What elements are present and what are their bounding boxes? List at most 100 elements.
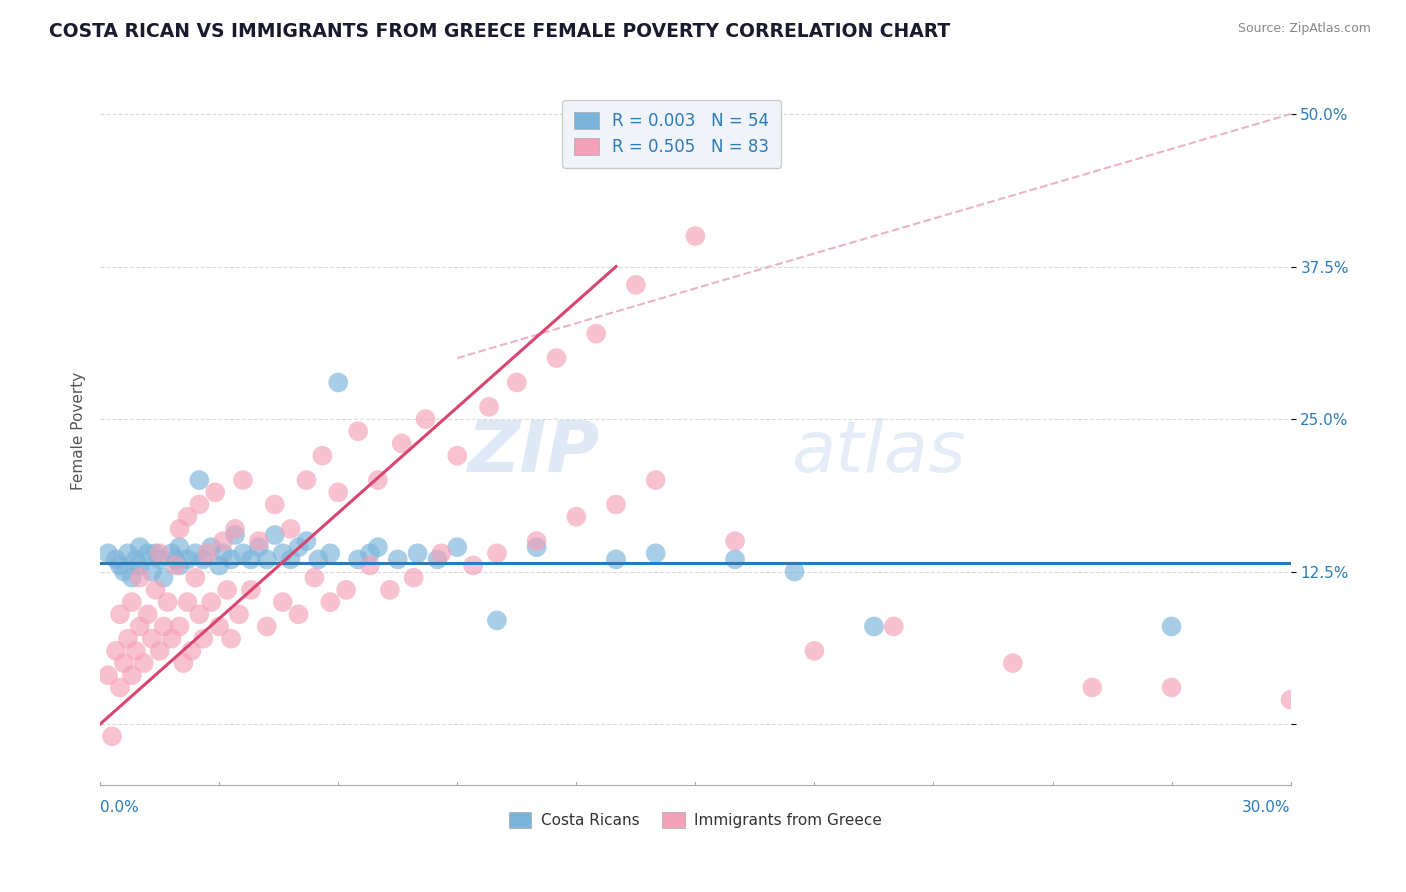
Point (328, 485, 350, 500)
Point (295, 473, 318, 487)
Point (644, 473, 666, 487)
Text: 0.0%: 0.0% (100, 800, 139, 814)
Point (169, 540, 191, 554)
Text: ZIP: ZIP (468, 418, 600, 487)
Point (624, 277, 647, 292)
Point (128, 571, 150, 585)
Point (883, 619, 905, 633)
Point (478, 400, 501, 414)
Point (256, 552, 278, 566)
Point (145, 582, 167, 597)
Point (307, 552, 329, 566)
Point (1001, 656, 1024, 670)
Text: COSTA RICAN VS IMMIGRANTS FROM GREECE FEMALE POVERTY CORRELATION CHART: COSTA RICAN VS IMMIGRANTS FROM GREECE FE… (49, 22, 950, 41)
Point (149, 644, 172, 658)
Point (160, 632, 183, 646)
Point (367, 473, 389, 487)
Point (359, 558, 381, 573)
Point (724, 552, 747, 566)
Point (136, 546, 159, 560)
Point (121, 668, 143, 682)
Point (108, 607, 131, 622)
Point (378, 582, 401, 597)
Point (125, 644, 148, 658)
Legend: Costa Ricans, Immigrants from Greece: Costa Ricans, Immigrants from Greece (502, 805, 889, 834)
Point (415, 412, 437, 426)
Point (463, 558, 485, 573)
Point (526, 534, 548, 549)
Point (200, 540, 222, 554)
Point (239, 552, 262, 566)
Point (387, 552, 409, 566)
Point (239, 582, 262, 597)
Point (391, 436, 413, 450)
Text: 30.0%: 30.0% (1241, 800, 1291, 814)
Point (402, 571, 425, 585)
Point (128, 619, 150, 633)
Point (208, 558, 231, 573)
Point (406, 546, 429, 560)
Point (605, 552, 627, 566)
Point (219, 632, 242, 646)
Point (217, 582, 239, 597)
Point (224, 528, 246, 542)
Point (319, 546, 342, 560)
Point (263, 528, 285, 542)
Point (145, 546, 167, 560)
Point (108, 681, 131, 695)
Point (160, 546, 183, 560)
Point (232, 546, 254, 560)
Point (783, 565, 806, 579)
Point (172, 656, 194, 670)
Point (446, 540, 468, 554)
Point (228, 607, 250, 622)
Point (287, 540, 309, 554)
Point (169, 558, 191, 573)
Point (485, 546, 508, 560)
Point (295, 534, 318, 549)
Point (97, 546, 120, 560)
Point (212, 546, 235, 560)
Point (224, 522, 246, 536)
Point (149, 552, 172, 566)
Point (188, 473, 211, 487)
Point (485, 613, 508, 627)
Point (426, 552, 449, 566)
Point (605, 498, 627, 512)
Point (1160, 681, 1182, 695)
Point (180, 644, 202, 658)
Point (136, 607, 159, 622)
Point (212, 534, 235, 549)
Point (195, 546, 218, 560)
Point (204, 485, 226, 500)
Point (193, 552, 215, 566)
Point (101, 729, 124, 743)
Point (430, 546, 453, 560)
Point (176, 509, 198, 524)
Point (685, 229, 707, 244)
Point (152, 619, 174, 633)
Point (112, 656, 135, 670)
Y-axis label: Female Poverty: Female Poverty (72, 372, 86, 491)
Point (97, 668, 120, 682)
Point (165, 552, 187, 566)
Point (141, 565, 163, 579)
Point (121, 595, 143, 609)
Point (446, 449, 468, 463)
Point (184, 571, 207, 585)
Point (287, 607, 309, 622)
Point (149, 546, 172, 560)
Point (117, 632, 139, 646)
Point (105, 552, 128, 566)
Point (506, 376, 529, 390)
Point (200, 595, 222, 609)
Point (184, 546, 207, 560)
Point (367, 540, 389, 554)
Point (863, 619, 886, 633)
Point (165, 558, 187, 573)
Point (546, 351, 568, 365)
Point (1279, 692, 1302, 706)
Point (271, 595, 294, 609)
Point (176, 595, 198, 609)
Point (176, 552, 198, 566)
